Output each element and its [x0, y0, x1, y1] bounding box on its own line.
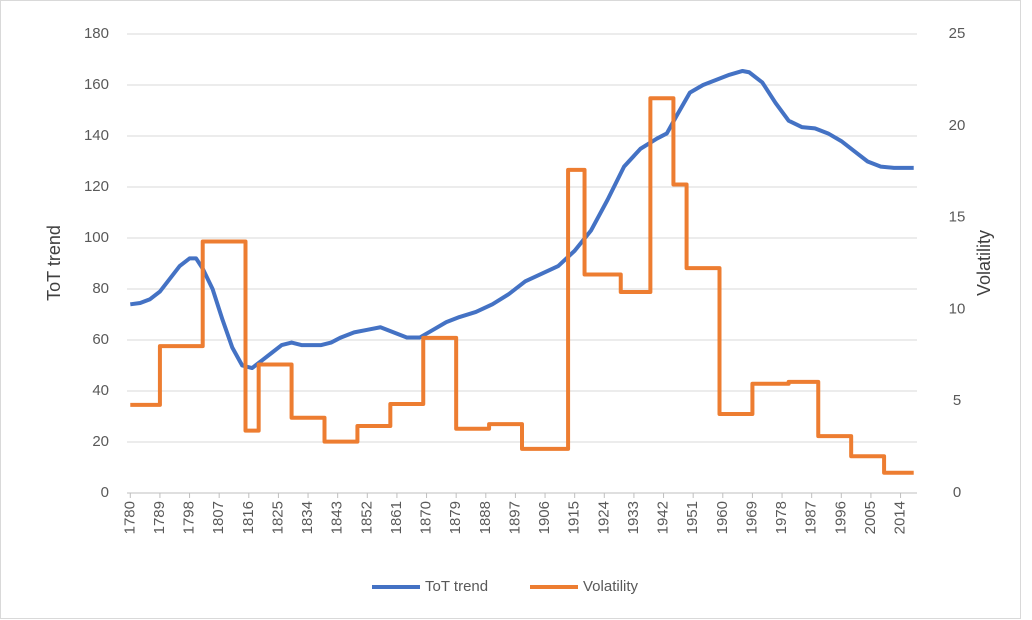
y2-tick-label: 5: [953, 392, 961, 409]
x-tick-label: 2014: [892, 501, 909, 534]
x-tick-label: 1942: [655, 501, 672, 534]
y2-tick-label: 25: [949, 25, 966, 42]
x-tick-label: 1924: [595, 501, 612, 534]
x-tick-label: 1843: [329, 501, 346, 534]
y-axis-title: ToT trend: [44, 225, 64, 301]
x-tick-label: 1915: [566, 501, 583, 534]
x-tick-label: 1798: [181, 501, 198, 534]
y2-tick-label: 20: [949, 117, 966, 134]
x-tick-label: 1780: [121, 501, 138, 534]
x-tick-label: 1987: [803, 501, 820, 534]
y-tick-label: 160: [84, 76, 109, 93]
y-tick-label: 0: [101, 484, 109, 501]
x-tick-label: 1996: [832, 501, 849, 534]
y-tick-label: 40: [92, 382, 109, 399]
x-tick-label: 1825: [269, 501, 286, 534]
y2-axis-title: Volatility: [974, 230, 994, 296]
x-tick-label: 1960: [714, 501, 731, 534]
x-tick-label: 1870: [418, 501, 435, 534]
y-tick-label: 180: [84, 25, 109, 42]
x-tick-label: 1816: [240, 501, 257, 534]
y-tick-label: 140: [84, 127, 109, 144]
x-tick-label: 1888: [477, 501, 494, 534]
x-tick-label: 1933: [625, 501, 642, 534]
x-tick-label: 1897: [506, 501, 523, 534]
y-tick-label: 100: [84, 229, 109, 246]
x-tick-label: 1861: [388, 501, 405, 534]
y2-tick-label: 0: [953, 484, 961, 501]
x-tick-label: 1951: [684, 501, 701, 534]
y2-tick-label: 15: [949, 209, 966, 226]
x-tick-label: 1807: [210, 501, 227, 534]
x-tick-label: 2005: [862, 501, 879, 534]
y-tick-label: 20: [92, 433, 109, 450]
x-tick-label: 1789: [151, 501, 168, 534]
x-tick-label: 1978: [773, 501, 790, 534]
legend-label: Volatility: [583, 578, 639, 595]
series-line: [130, 68, 914, 371]
x-tick-label: 1906: [536, 501, 553, 534]
legend-label: ToT trend: [425, 578, 488, 595]
y2-tick-label: 10: [949, 300, 966, 317]
y-tick-label: 80: [92, 280, 109, 297]
series-line: [130, 96, 914, 475]
x-tick-label: 1969: [743, 501, 760, 534]
x-tick-label: 1852: [358, 501, 375, 534]
x-tick-label: 1879: [447, 501, 464, 534]
y-tick-label: 60: [92, 331, 109, 348]
y-tick-label: 120: [84, 178, 109, 195]
x-tick-label: 1834: [299, 501, 316, 534]
